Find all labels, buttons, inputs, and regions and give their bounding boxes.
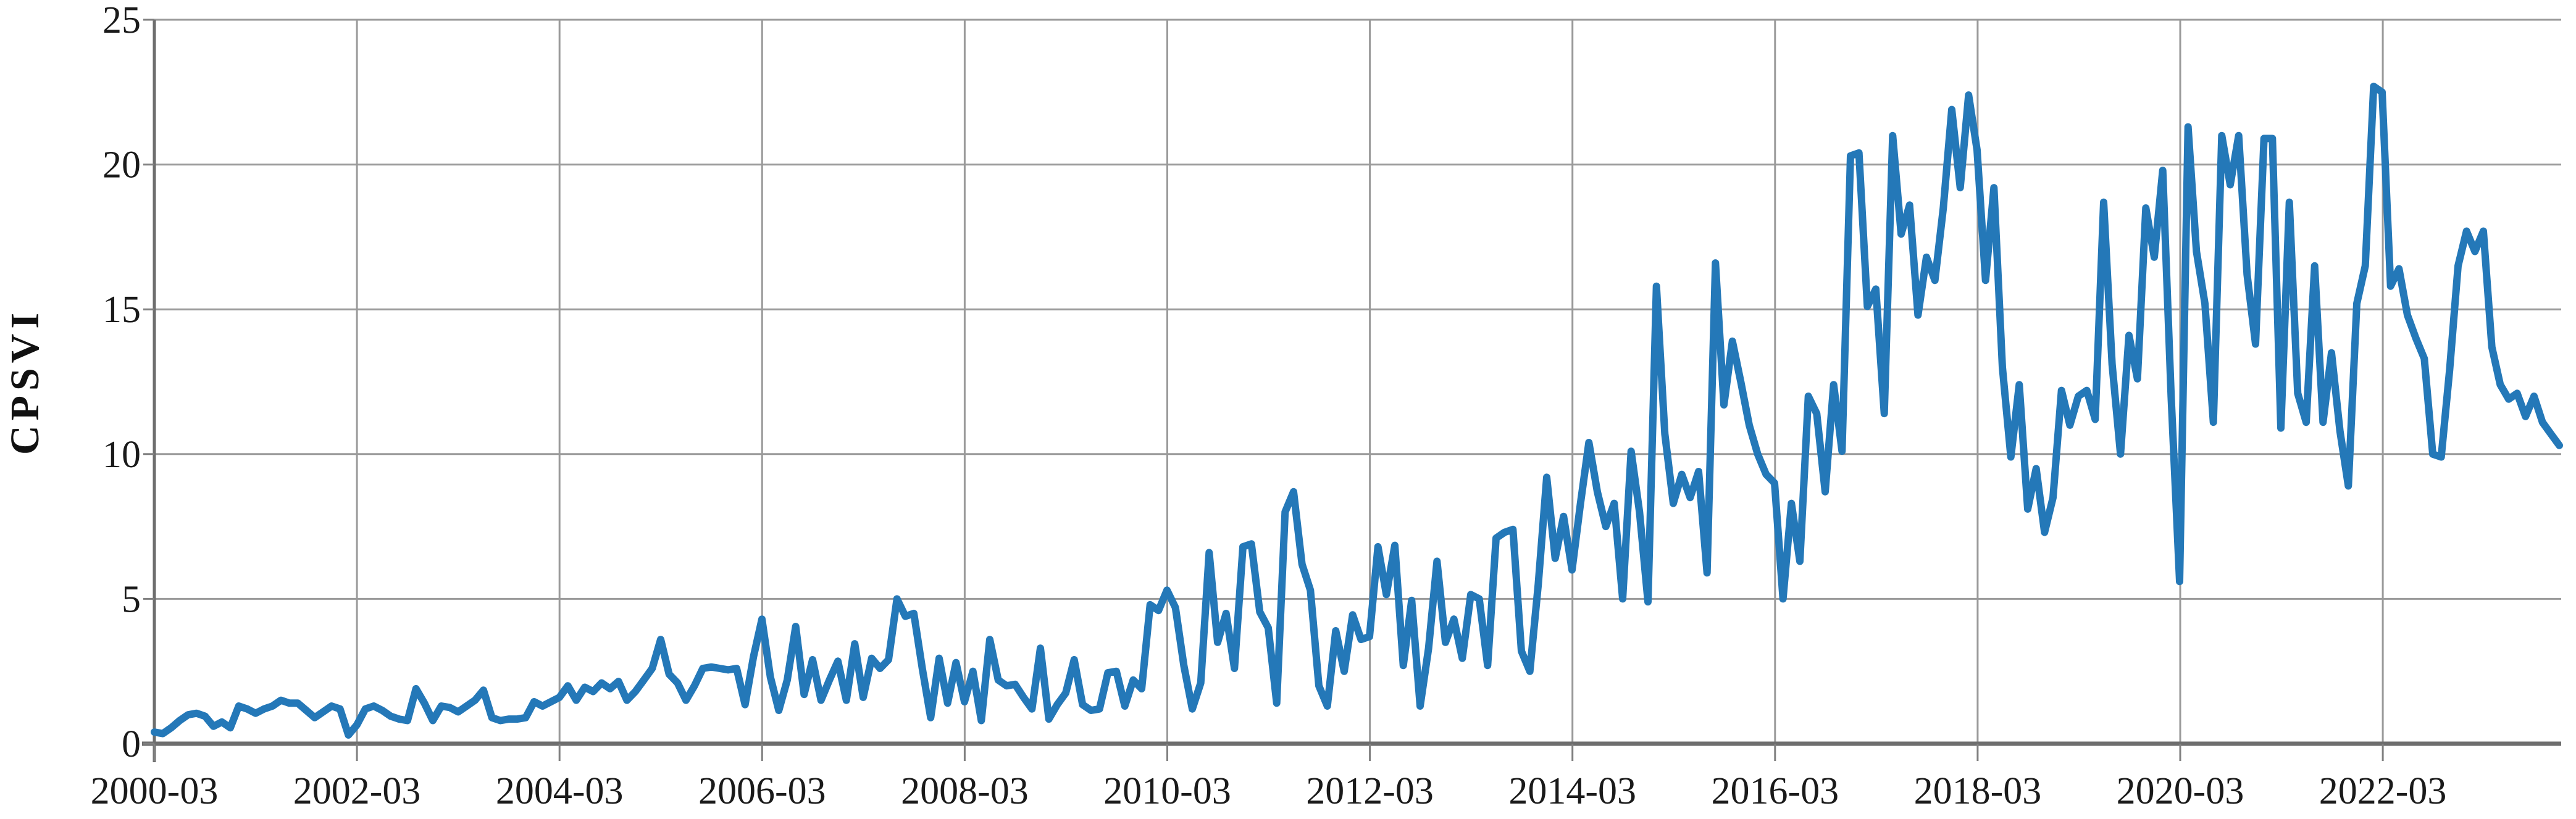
vertical-gridlines: [356, 20, 2384, 744]
cpsvi-series-line: [151, 82, 2563, 739]
horizontal-gridlines: [154, 19, 2561, 600]
x-tick-label-2020-03: 2020-03: [2117, 770, 2244, 812]
x-tick-label-2014-03: 2014-03: [1508, 770, 1636, 812]
y-tick-label-5: 5: [122, 578, 141, 620]
y-axis-title: CPSVI: [2, 308, 48, 455]
x-tick-label-2006-03: 2006-03: [698, 770, 826, 812]
series-group: [151, 82, 2563, 739]
x-tick-label-2018-03: 2018-03: [1914, 770, 2042, 812]
x-tick-label-2004-03: 2004-03: [496, 770, 624, 812]
x-tick-label-2002-03: 2002-03: [293, 770, 421, 812]
x-tick-label-2012-03: 2012-03: [1306, 770, 1434, 812]
y-tick-label-10: 10: [102, 434, 141, 476]
tick-marks: [143, 19, 2384, 761]
x-tick-label-2000-03: 2000-03: [91, 770, 219, 812]
axes: [142, 20, 2561, 762]
x-tick-label-2022-03: 2022-03: [2319, 770, 2447, 812]
y-tick-label-20: 20: [102, 144, 141, 186]
x-tick-label-2016-03: 2016-03: [1711, 770, 1839, 812]
y-tick-label-0: 0: [122, 723, 141, 765]
y-tick-label-15: 15: [102, 289, 141, 331]
x-tick-label-2008-03: 2008-03: [901, 770, 1029, 812]
x-axis-tick-labels: 2000-03 2002-03 2004-03 2006-03 2008-03 2010-…: [91, 770, 2447, 812]
y-tick-label-25: 25: [102, 0, 141, 41]
x-tick-label-2010-03: 2010-03: [1103, 770, 1231, 812]
y-axis-tick-labels: 0 5 10 15 20 25: [102, 0, 141, 765]
